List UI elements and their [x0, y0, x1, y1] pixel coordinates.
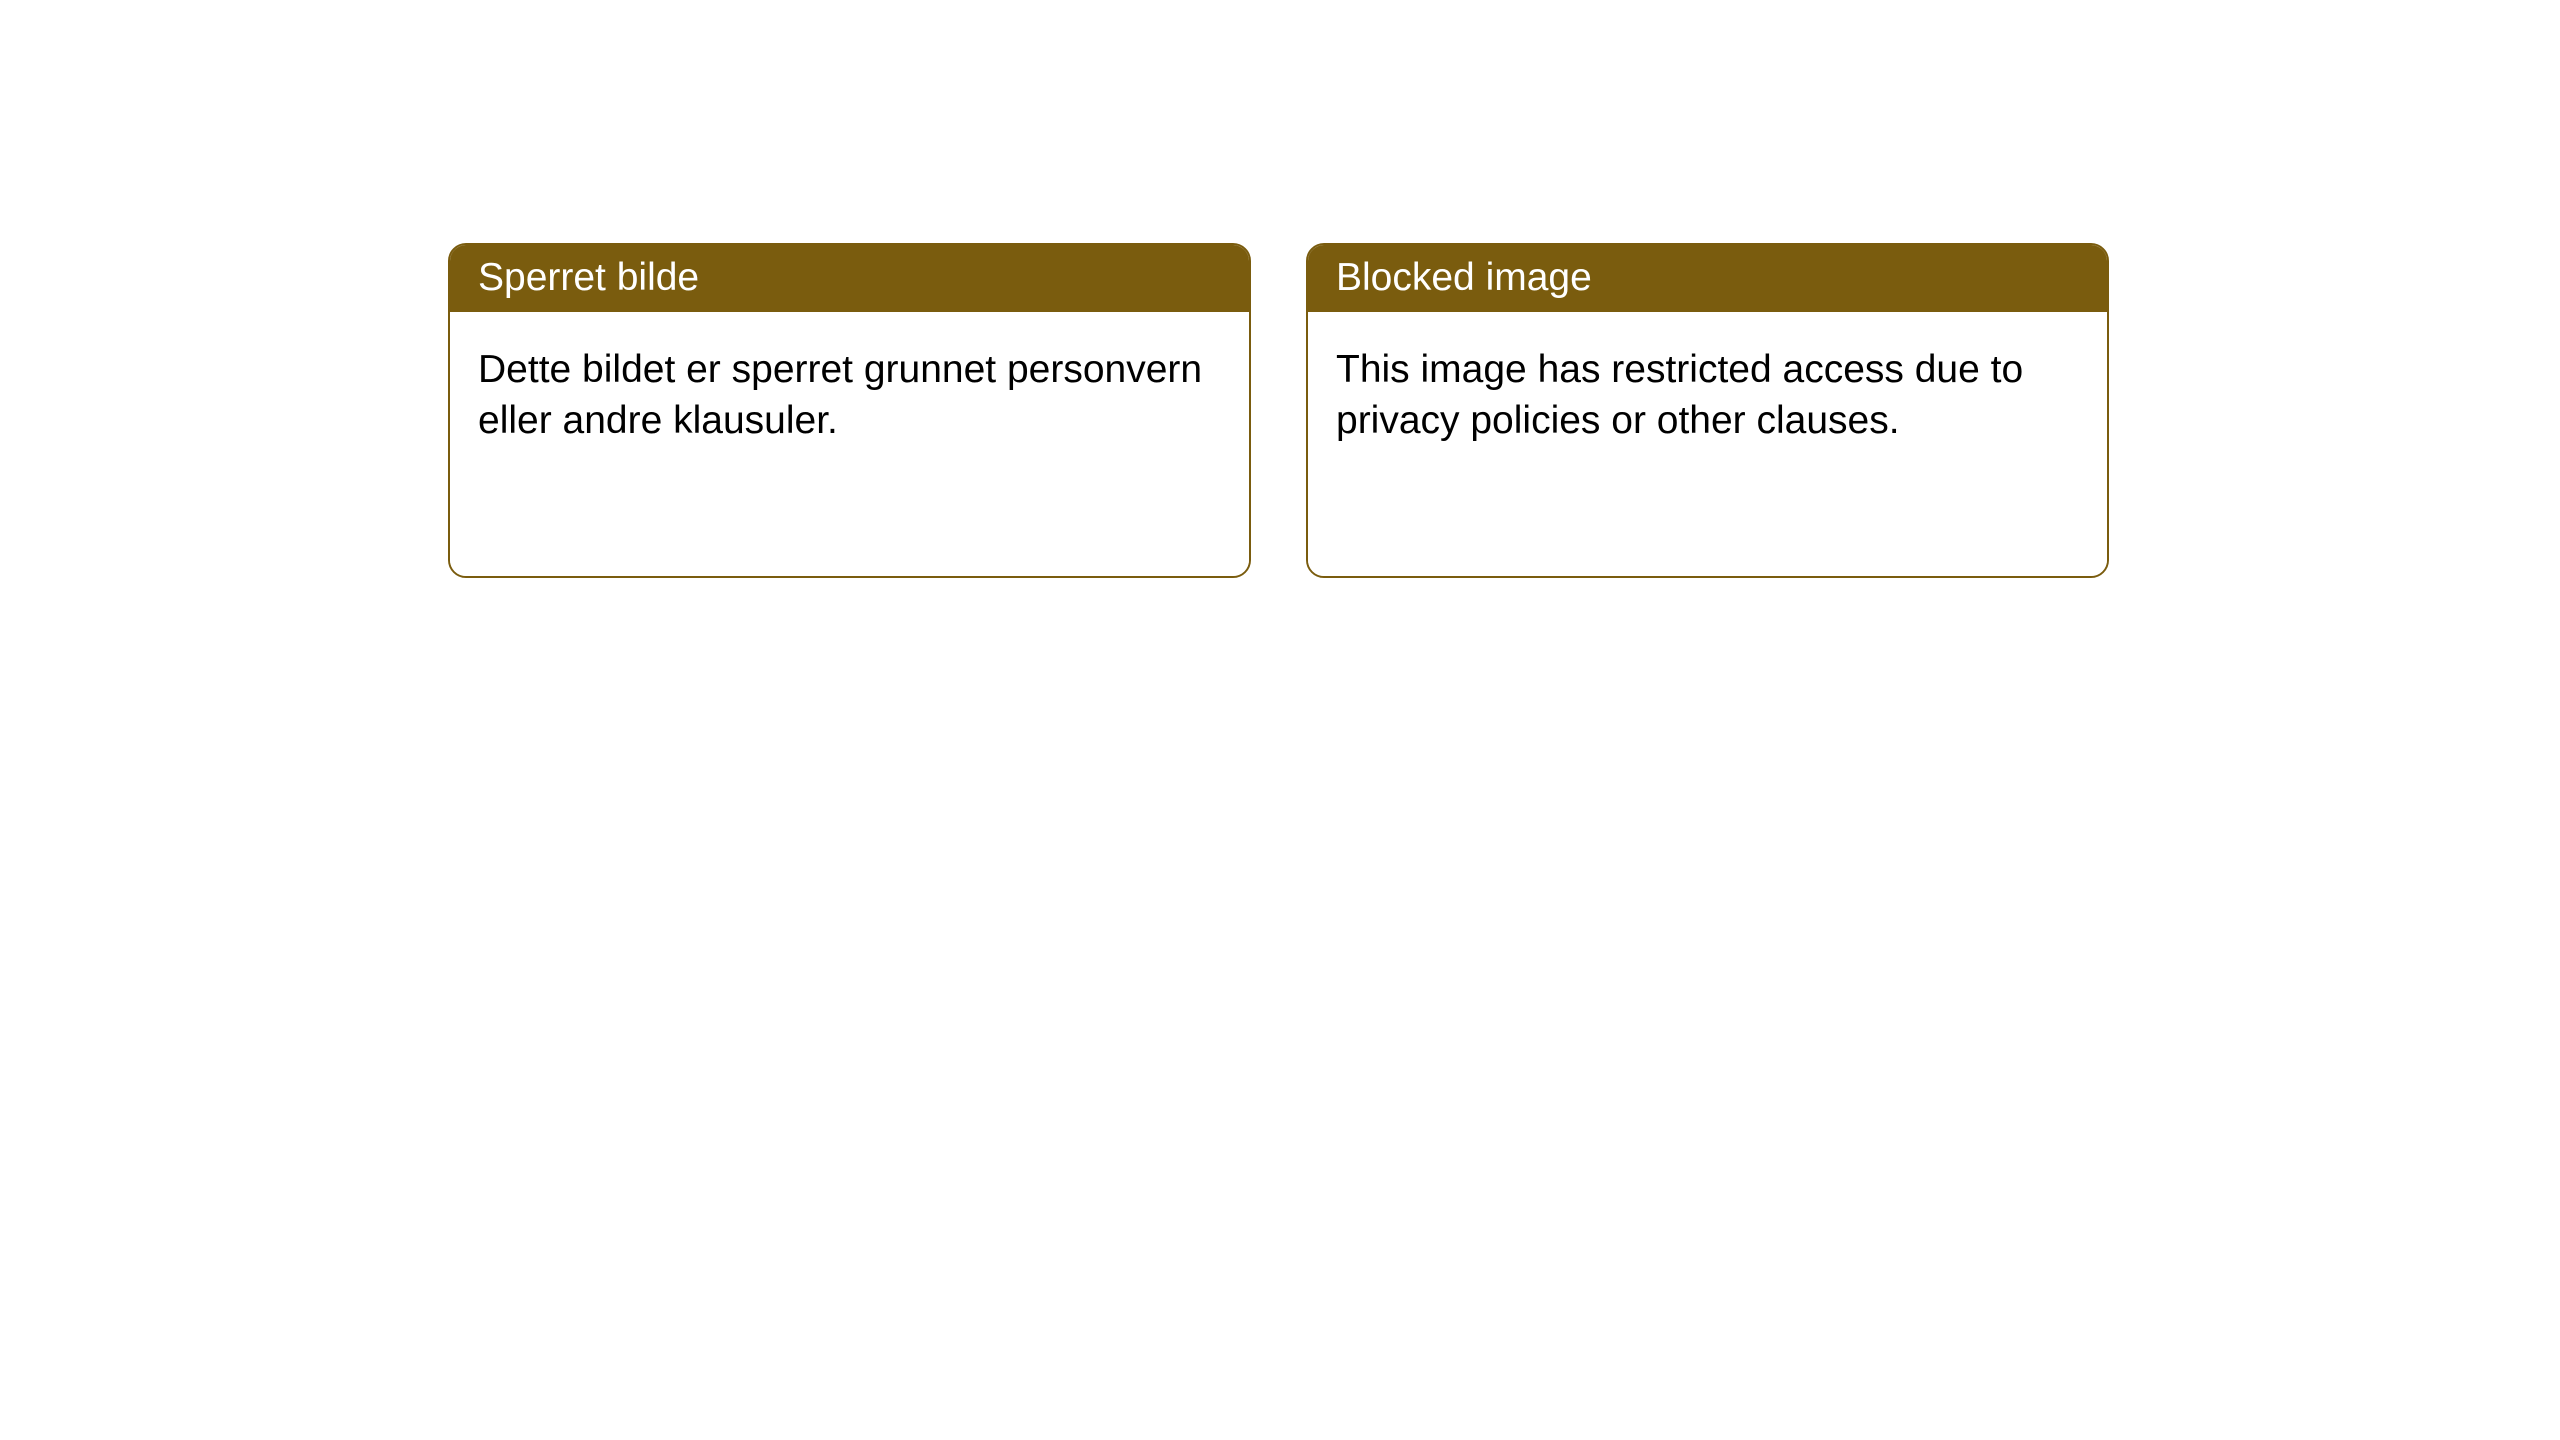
- notice-header: Sperret bilde: [450, 245, 1249, 312]
- notice-card-norwegian: Sperret bilde Dette bildet er sperret gr…: [448, 243, 1251, 578]
- notice-container: Sperret bilde Dette bildet er sperret gr…: [448, 243, 2109, 578]
- notice-body: Dette bildet er sperret grunnet personve…: [450, 312, 1249, 576]
- notice-header: Blocked image: [1308, 245, 2107, 312]
- notice-body: This image has restricted access due to …: [1308, 312, 2107, 576]
- notice-card-english: Blocked image This image has restricted …: [1306, 243, 2109, 578]
